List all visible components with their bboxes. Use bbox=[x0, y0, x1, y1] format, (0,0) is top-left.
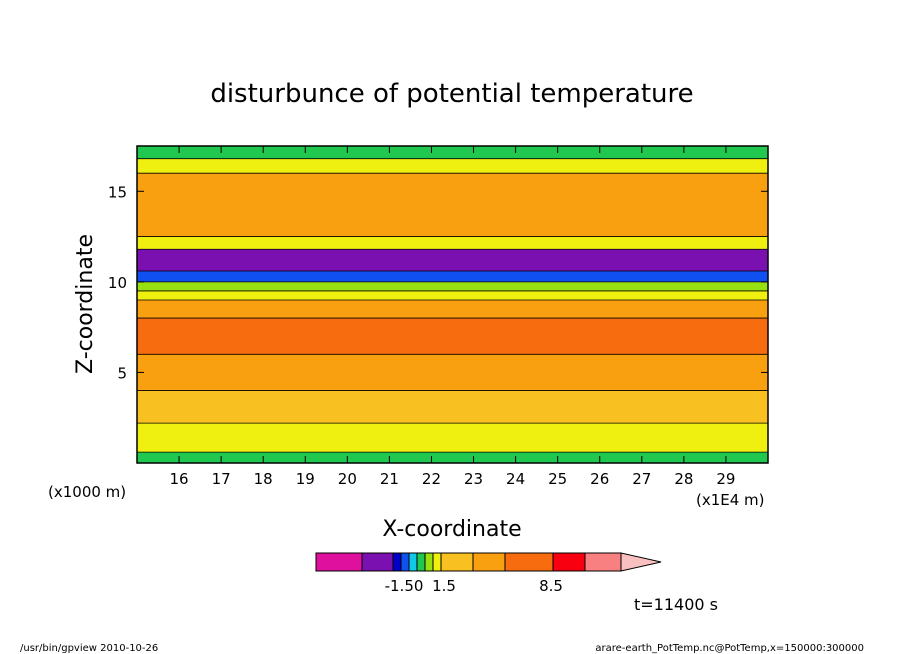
chart-title: disturbunce of potential temperature bbox=[210, 79, 693, 109]
colorbar-label-2: 8.5 bbox=[539, 577, 563, 595]
time-label: t=11400 s bbox=[634, 595, 718, 614]
colorbar-swatch-12 bbox=[584, 552, 622, 572]
contour-band-1 bbox=[137, 423, 768, 453]
x-unit-right: (x1E4 m) bbox=[696, 491, 765, 509]
plot-frame bbox=[136, 145, 769, 464]
x-tick-label-6: 22 bbox=[422, 470, 441, 488]
contour-band-5 bbox=[137, 299, 768, 319]
x-tick-label-1: 17 bbox=[212, 470, 231, 488]
colorbar-swatch-8 bbox=[440, 552, 474, 572]
colorbar-swatch-5 bbox=[416, 552, 426, 572]
footer-left: /usr/bin/gpview 2010-10-26 bbox=[20, 643, 158, 654]
contour-band-7 bbox=[137, 281, 768, 291]
x-axis-label: X-coordinate bbox=[382, 517, 521, 542]
y-tick-label-2: 15 bbox=[108, 183, 127, 201]
contour-band-10 bbox=[137, 236, 768, 250]
colorbar-swatch-2 bbox=[392, 552, 402, 572]
colorbar-swatch-1 bbox=[361, 552, 394, 572]
x-tick-label-12: 28 bbox=[674, 470, 693, 488]
contour-band-0 bbox=[137, 452, 768, 463]
colorbar-swatch-11 bbox=[552, 552, 586, 572]
contour-field bbox=[137, 146, 768, 463]
x-tick-label-5: 21 bbox=[380, 470, 399, 488]
colorbar-swatch-9 bbox=[472, 552, 506, 572]
colorbar-swatch-4 bbox=[408, 552, 418, 572]
y-axis: 5 10 15 bbox=[108, 183, 768, 382]
x-tick-label-2: 18 bbox=[254, 470, 273, 488]
x-tick-label-0: 16 bbox=[170, 470, 189, 488]
contour-band-3 bbox=[137, 354, 768, 391]
contour-band-12 bbox=[137, 158, 768, 174]
y-tick-label-0: 5 bbox=[117, 364, 127, 382]
x-tick-label-3: 19 bbox=[296, 470, 315, 488]
colorbar-labels: -1.50 1.5 8.5 bbox=[385, 577, 563, 595]
x-tick-label-11: 27 bbox=[632, 470, 651, 488]
colorbar-swatch-10 bbox=[504, 552, 554, 572]
x-tick-label-13: 29 bbox=[716, 470, 735, 488]
y-tick-label-1: 10 bbox=[108, 274, 127, 292]
x-tick-label-9: 25 bbox=[548, 470, 567, 488]
contour-band-8 bbox=[137, 270, 768, 282]
x-unit-left: (x1000 m) bbox=[48, 483, 126, 501]
colorbar-swatch-3 bbox=[400, 552, 410, 572]
contour-band-11 bbox=[137, 173, 768, 237]
contour-band-6 bbox=[137, 290, 768, 300]
x-tick-label-4: 20 bbox=[338, 470, 357, 488]
contour-band-2 bbox=[137, 390, 768, 424]
colorbar-label-0: -1.50 bbox=[385, 577, 424, 595]
y-axis-label: Z-coordinate bbox=[73, 234, 98, 374]
colorbar-swatch-6 bbox=[424, 552, 434, 572]
contour-band-9 bbox=[137, 249, 768, 271]
colorbar-swatch-13 bbox=[620, 552, 662, 572]
colorbar bbox=[315, 552, 662, 572]
colorbar-swatch-7 bbox=[432, 552, 442, 572]
contour-band-4 bbox=[137, 318, 768, 355]
x-tick-label-7: 23 bbox=[464, 470, 483, 488]
footer-right: arare-earth_PotTemp.nc@PotTemp,x=150000:… bbox=[595, 643, 864, 654]
x-tick-label-8: 24 bbox=[506, 470, 525, 488]
x-tick-label-10: 26 bbox=[590, 470, 609, 488]
colorbar-swatch-0 bbox=[315, 552, 363, 572]
contour-band-13 bbox=[137, 146, 768, 159]
colorbar-label-1: 1.5 bbox=[432, 577, 456, 595]
x-axis: 16 17 18 19 20 21 22 23 24 25 26 27 28 29 bbox=[170, 146, 735, 488]
